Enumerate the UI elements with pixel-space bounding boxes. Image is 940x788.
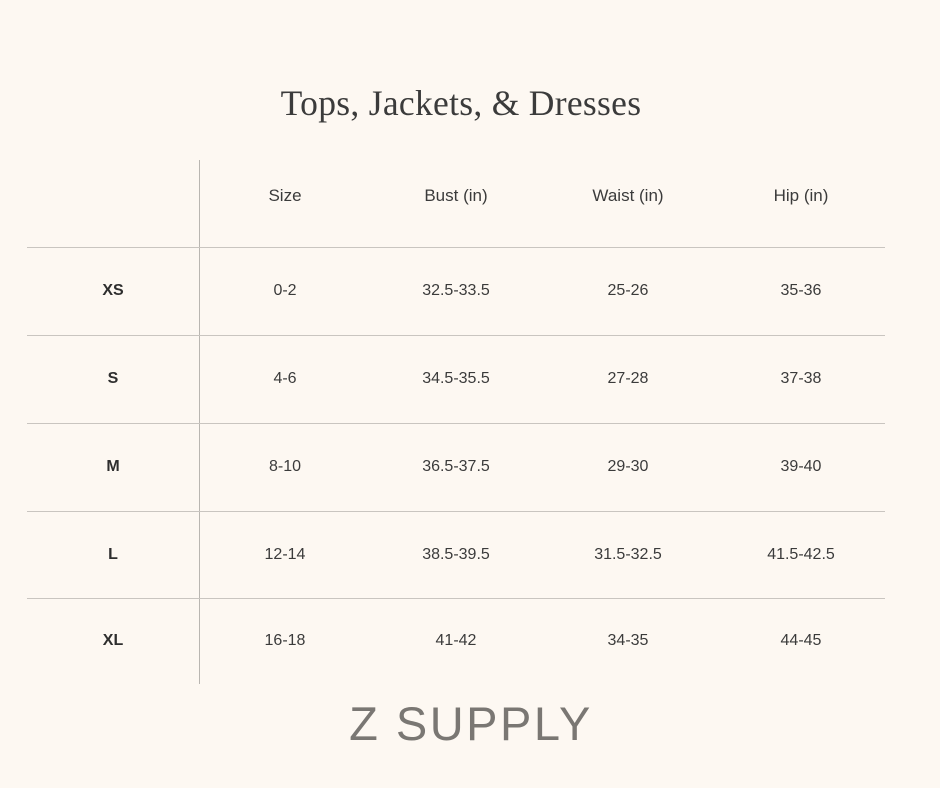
svg-text:Z SUPPLY: Z SUPPLY (349, 700, 593, 750)
